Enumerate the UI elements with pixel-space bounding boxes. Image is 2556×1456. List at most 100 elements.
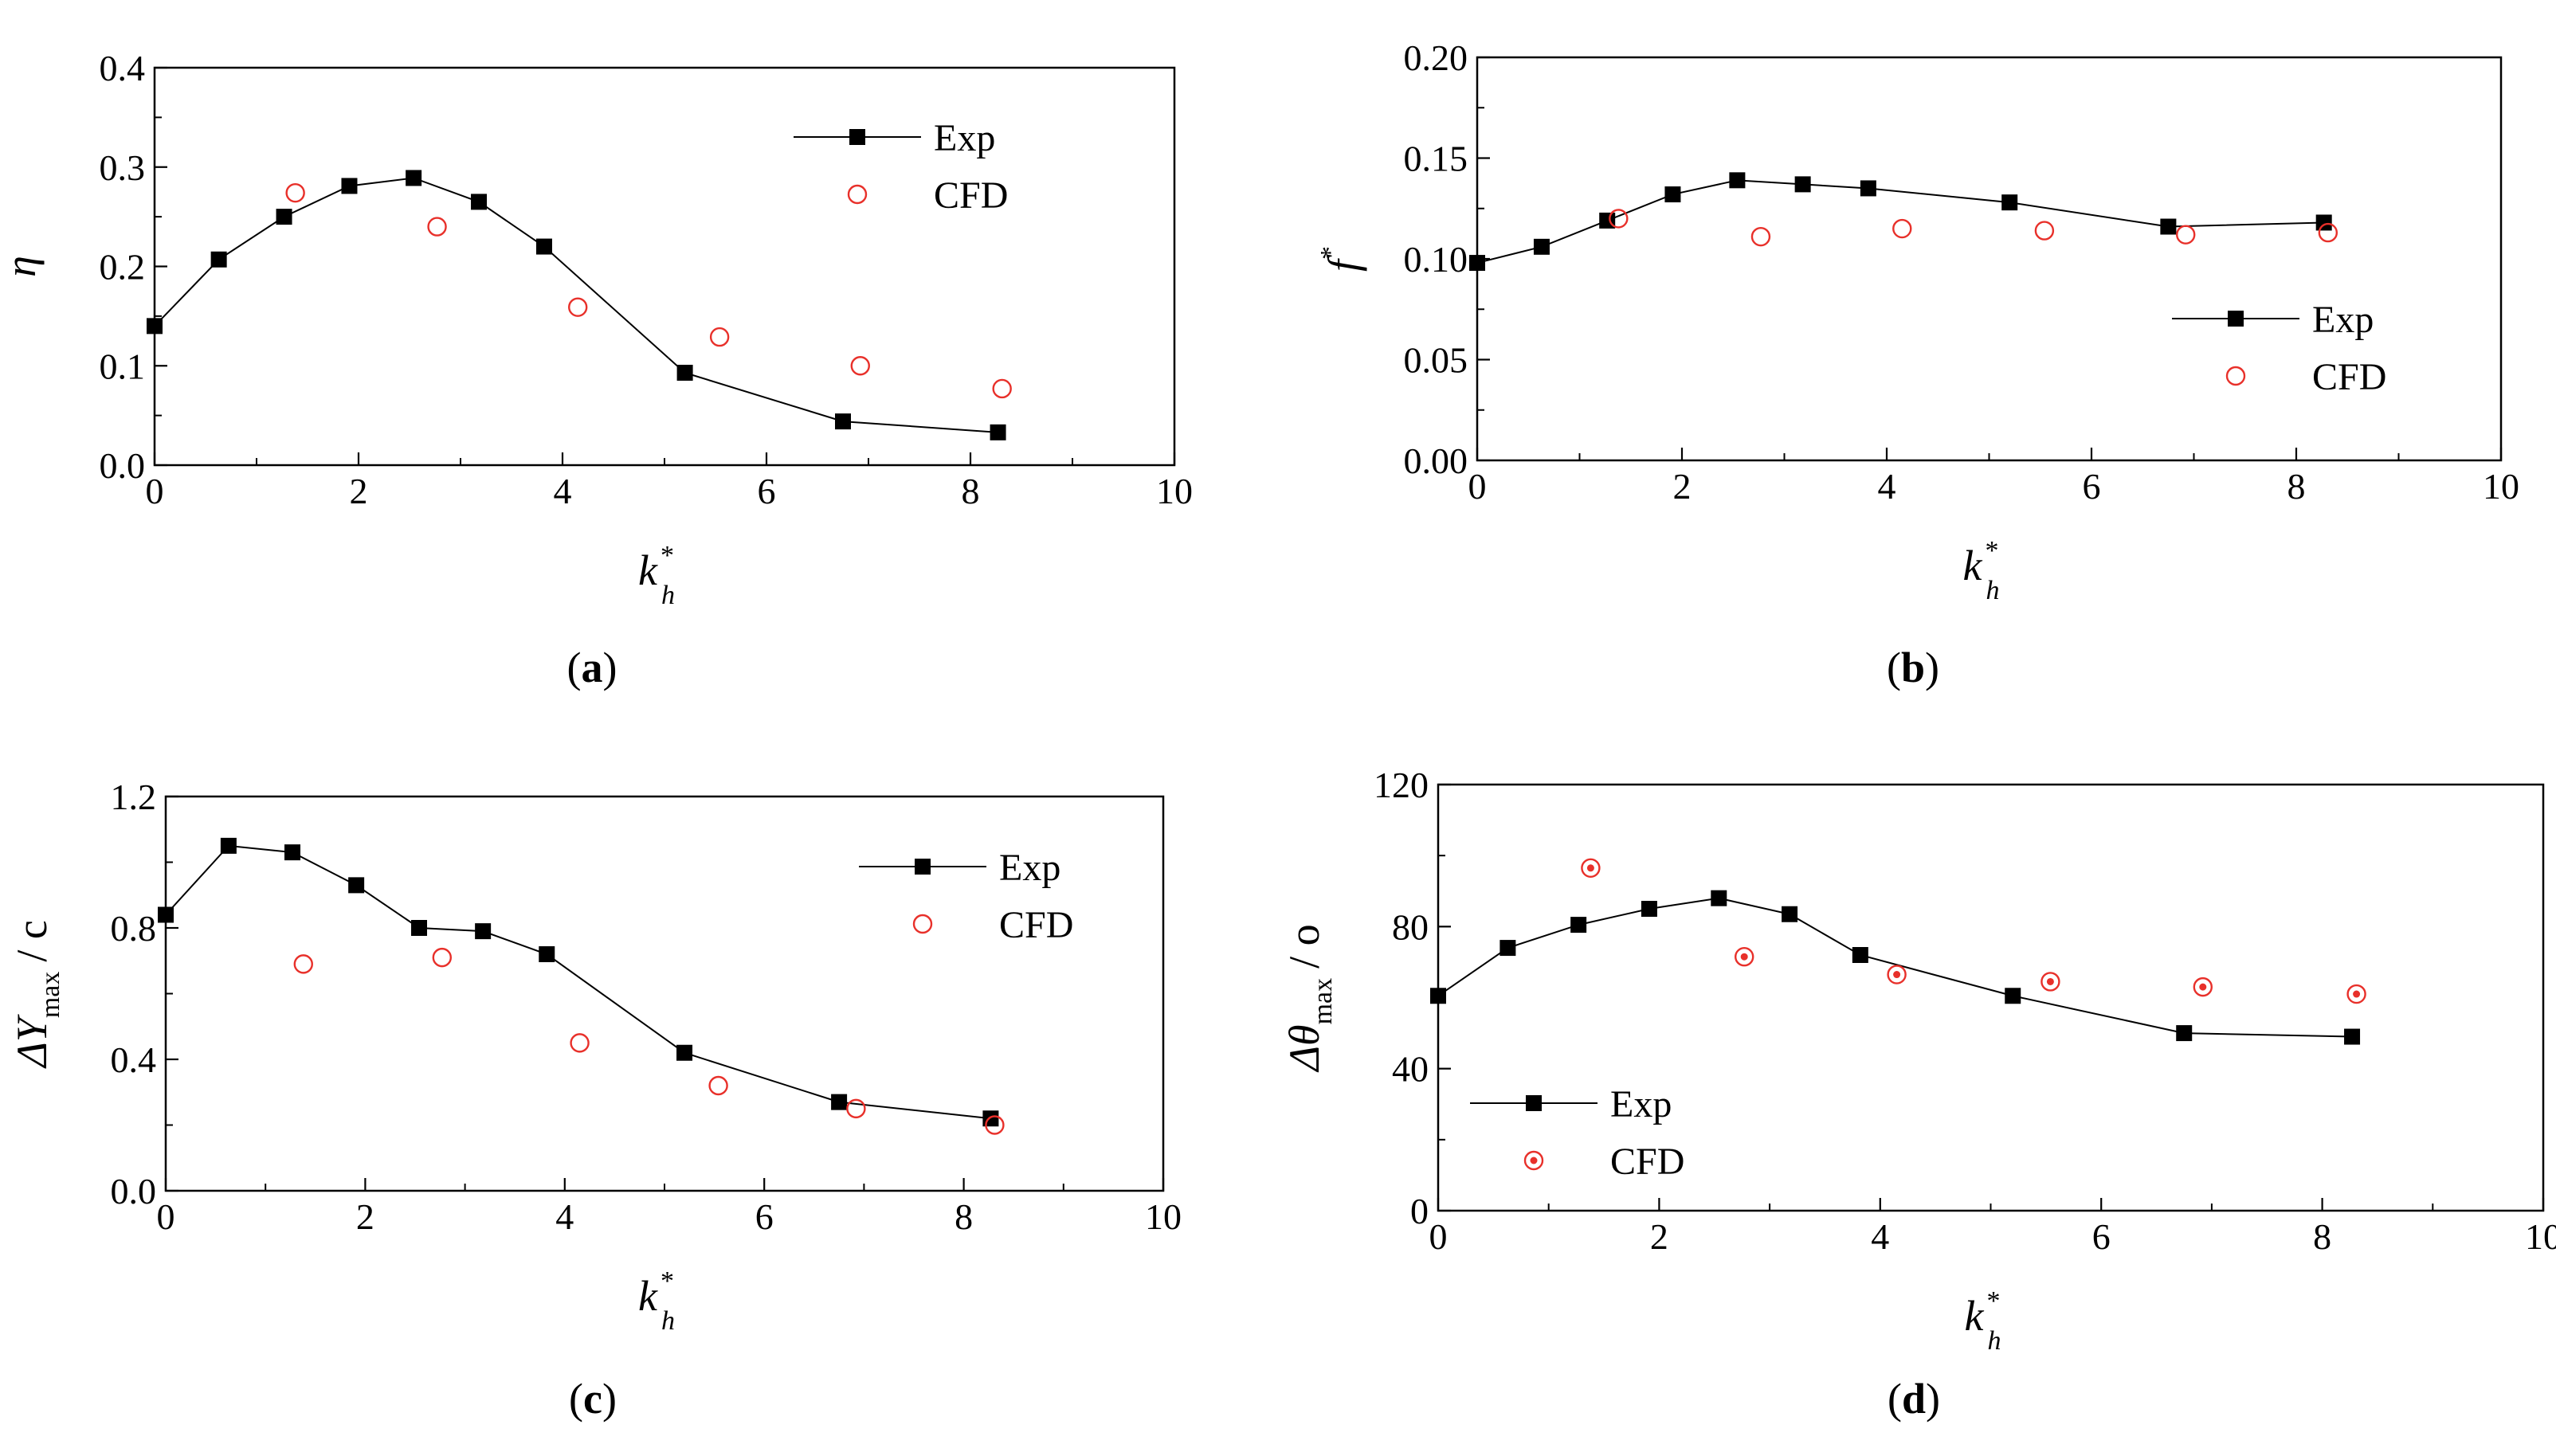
legend-marker-exp — [1526, 1095, 1542, 1111]
data-point-cfd — [285, 182, 305, 203]
legend-marker-cfd-center — [1530, 1157, 1538, 1164]
x-tick-label: 6 — [2083, 466, 2101, 507]
data-point-exp — [676, 364, 693, 381]
series-line — [154, 177, 998, 433]
legend-marker-exp — [915, 859, 931, 875]
x-axis-label: k * h — [1965, 1286, 2001, 1356]
series-cfd — [293, 947, 1005, 1135]
data-point-exp — [535, 238, 552, 255]
y-tick-label: 0.2 — [100, 247, 146, 288]
x-tick-label: 4 — [554, 471, 572, 511]
data-point-exp — [1570, 917, 1587, 933]
data-point-exp — [475, 923, 492, 940]
data-point-exp — [411, 920, 428, 936]
x-tick-label: 2 — [356, 1196, 374, 1237]
data-point-cfd-center — [2199, 983, 2207, 991]
data-point-exp — [147, 318, 163, 335]
legend-marker-exp — [2228, 311, 2244, 327]
y-tick-label: 0.0 — [111, 1171, 157, 1211]
data-point-cfd — [985, 1115, 1005, 1135]
x-tick-label: 6 — [2092, 1216, 2111, 1257]
legend: Exp CFD — [2172, 299, 2386, 398]
data-point-cfd — [1609, 209, 1629, 229]
data-point-exp — [276, 209, 292, 225]
series-cfd — [1581, 858, 2366, 1004]
data-point-cfd — [1581, 858, 1601, 878]
y-tick-label: 120 — [1374, 765, 1429, 805]
series-cfd — [285, 182, 1012, 399]
plot-frame — [1437, 783, 2545, 1212]
data-point-exp — [2005, 988, 2021, 1004]
data-point-exp — [284, 844, 301, 861]
y-tick-label: 0.10 — [1404, 239, 1468, 280]
plot-frame — [1476, 56, 2503, 462]
data-point-cfd-center — [2046, 977, 2054, 985]
data-point-cfd — [1887, 965, 1907, 984]
legend-marker-cfd — [912, 914, 933, 934]
data-point-exp — [2176, 1025, 2193, 1042]
y-tick-label: 0.1 — [100, 346, 146, 386]
data-point-cfd — [709, 327, 730, 347]
series-line — [1476, 179, 2324, 264]
x-tick-label: 2 — [1650, 1216, 1668, 1257]
x-tick-label: 8 — [955, 1196, 973, 1237]
data-point-exp — [676, 1044, 693, 1061]
panel-caption: (c) — [569, 1375, 617, 1423]
x-tick-label: 0 — [157, 1196, 175, 1237]
data-point-exp — [1782, 906, 1798, 922]
y-tick-label: 0.4 — [100, 48, 146, 88]
legend: Exp CFD — [794, 117, 1008, 217]
chart-panel-c: 0 2 4 6 8 10 0.0 0.4 0.8 1.2 k * h ΔYmax/ c Exp CFD (c) — [8, 777, 1182, 1423]
data-point-exp — [1794, 176, 1811, 193]
series-exp — [1469, 172, 2332, 272]
data-point-exp — [1711, 890, 1727, 906]
x-tick-label: 0 — [146, 471, 164, 511]
data-point-exp — [1641, 901, 1657, 918]
data-point-exp — [1729, 172, 1746, 189]
data-point-exp — [1860, 180, 1876, 197]
data-point-cfd — [708, 1075, 728, 1096]
series-line — [1437, 897, 2353, 1038]
x-tick-label: 0 — [1468, 466, 1487, 507]
data-point-exp — [2344, 1028, 2361, 1045]
y-tick-label: 0.00 — [1404, 440, 1468, 481]
x-tick-label: 4 — [555, 1196, 574, 1237]
data-point-cfd — [2176, 225, 2196, 245]
data-point-exp — [1664, 186, 1681, 203]
x-tick-label: 2 — [350, 471, 368, 511]
data-point-exp — [1430, 988, 1446, 1004]
data-point-cfd — [2346, 984, 2366, 1004]
data-point-cfd — [568, 297, 588, 317]
series-cfd — [1609, 209, 2338, 247]
x-axis-label: k * h — [1963, 536, 2000, 605]
x-tick-label: 10 — [1156, 471, 1193, 511]
data-point-cfd — [432, 947, 453, 968]
x-tick-label: 0 — [1429, 1216, 1448, 1257]
legend-marker-exp — [849, 129, 865, 145]
legend-label: Exp — [2312, 299, 2374, 341]
data-point-cfd-center — [1893, 971, 1901, 979]
data-point-cfd-center — [1586, 864, 1594, 872]
chart-panel-b: 0 2 4 6 8 10 0.00 0.05 0.10 0.15 0.20 k * h f* Exp CFD (b… — [1315, 37, 2519, 691]
data-point-exp — [406, 170, 422, 186]
x-tick-label: 6 — [758, 471, 776, 511]
legend: Exp CFD — [859, 847, 1073, 946]
series-exp — [158, 837, 999, 1127]
data-point-exp — [2315, 214, 2332, 231]
x-tick-label: 6 — [755, 1196, 774, 1237]
data-point-cfd — [2318, 222, 2338, 243]
x-tick-label: 8 — [2313, 1216, 2331, 1257]
x-tick-label: 4 — [1871, 1216, 1889, 1257]
data-point-exp — [341, 178, 358, 194]
data-point-exp — [2001, 194, 2018, 211]
x-tick-label: 10 — [2525, 1216, 2556, 1257]
y-tick-label: 0.4 — [111, 1039, 157, 1080]
series-exp — [1430, 890, 2361, 1045]
data-point-cfd — [2034, 221, 2055, 241]
x-tick-label: 8 — [962, 471, 980, 511]
legend-label: CFD — [999, 904, 1073, 946]
data-point-exp — [220, 837, 237, 854]
data-point-cfd-center — [1740, 953, 1748, 961]
data-point-cfd — [2040, 972, 2060, 992]
data-point-exp — [835, 413, 851, 430]
